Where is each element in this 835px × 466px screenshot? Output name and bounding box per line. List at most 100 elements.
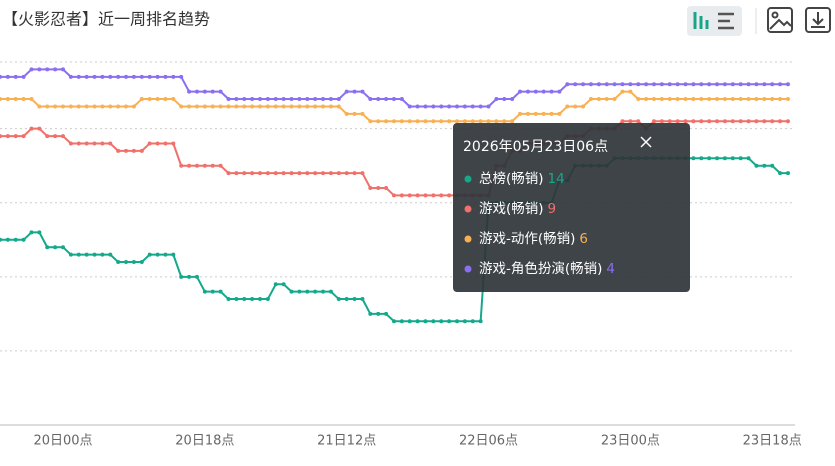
data-point — [596, 97, 601, 102]
data-point — [147, 74, 152, 79]
data-point — [399, 193, 404, 198]
data-point — [447, 193, 452, 198]
data-point — [770, 119, 775, 124]
data-point — [415, 104, 420, 109]
download-icon[interactable] — [805, 7, 831, 33]
tooltip-value: 6 — [579, 231, 588, 247]
data-point — [226, 104, 231, 109]
data-point — [124, 260, 129, 265]
data-point — [447, 319, 452, 324]
data-point — [68, 74, 73, 79]
data-point — [313, 97, 318, 102]
data-point — [131, 74, 136, 79]
data-point — [722, 156, 727, 161]
data-point — [226, 171, 231, 176]
data-point — [5, 237, 10, 242]
data-point — [202, 163, 207, 168]
data-point — [494, 97, 499, 102]
data-point — [0, 237, 2, 242]
data-point — [61, 104, 65, 109]
data-point — [368, 185, 373, 190]
data-point — [328, 171, 333, 176]
data-point — [778, 119, 783, 124]
data-point — [234, 297, 239, 302]
data-point — [37, 126, 42, 131]
data-point — [313, 171, 318, 176]
data-point — [0, 97, 2, 102]
data-point — [415, 119, 420, 124]
data-point — [470, 119, 475, 124]
data-point — [187, 104, 192, 109]
data-point — [305, 97, 310, 102]
data-point — [360, 89, 365, 94]
data-point — [376, 185, 381, 190]
data-point — [376, 119, 381, 124]
data-point — [407, 193, 412, 198]
data-point — [722, 97, 727, 102]
data-point — [439, 104, 444, 109]
data-point — [250, 97, 255, 102]
data-point — [675, 119, 680, 124]
data-point — [139, 74, 144, 79]
data-point — [730, 97, 735, 102]
data-point — [84, 252, 89, 257]
list-icon[interactable] — [718, 12, 734, 30]
data-point — [187, 89, 192, 94]
data-point — [368, 311, 373, 316]
data-point — [533, 89, 538, 94]
data-point — [549, 89, 554, 94]
data-point — [699, 156, 704, 161]
data-point — [588, 97, 593, 102]
data-point — [234, 97, 239, 102]
data-point — [108, 74, 113, 79]
data-point — [376, 311, 381, 316]
data-point — [431, 119, 436, 124]
data-point — [45, 245, 50, 250]
data-point — [423, 193, 428, 198]
tooltip-dot — [464, 265, 472, 273]
data-point — [163, 252, 168, 257]
tooltip-close[interactable] — [640, 136, 652, 148]
data-point — [722, 82, 727, 87]
data-point — [525, 111, 530, 116]
data-point — [707, 97, 712, 102]
data-point — [478, 319, 483, 324]
data-point — [762, 119, 767, 124]
bar-icon[interactable] — [693, 12, 709, 29]
tooltip-dot — [464, 235, 472, 243]
data-point — [384, 119, 389, 124]
data-point — [510, 97, 515, 102]
data-point — [746, 97, 751, 102]
data-point — [171, 74, 176, 79]
data-point — [447, 119, 452, 124]
data-point — [21, 237, 26, 242]
data-point — [738, 119, 743, 124]
data-point — [746, 119, 751, 124]
data-point — [202, 289, 207, 294]
data-point — [84, 74, 89, 79]
data-point — [124, 74, 129, 79]
data-point — [699, 82, 704, 87]
data-point — [210, 89, 215, 94]
data-point — [384, 97, 389, 102]
data-point — [234, 171, 239, 176]
data-point — [92, 141, 97, 146]
image-icon[interactable] — [767, 7, 793, 33]
data-point — [399, 319, 404, 324]
data-point — [352, 111, 357, 116]
data-point — [407, 319, 412, 324]
data-point — [163, 141, 168, 146]
data-point — [360, 111, 365, 116]
data-point — [336, 171, 341, 176]
data-point — [210, 163, 215, 168]
data-point — [778, 171, 783, 176]
data-point — [258, 104, 262, 109]
data-point — [612, 82, 617, 87]
data-point — [415, 319, 420, 324]
data-point — [76, 141, 81, 146]
data-point — [336, 297, 341, 302]
data-point — [53, 67, 58, 72]
data-point — [92, 74, 97, 79]
data-point — [620, 82, 625, 87]
